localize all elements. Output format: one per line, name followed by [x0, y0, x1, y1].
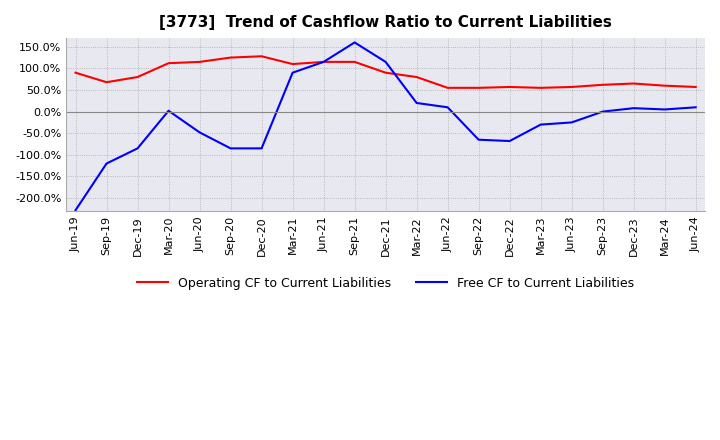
- Operating CF to Current Liabilities: [195, 59, 204, 65]
- Free CF to Current Liabilities: [505, 139, 514, 144]
- Free CF to Current Liabilities: [319, 59, 328, 65]
- Free CF to Current Liabilities: [226, 146, 235, 151]
- Operating CF to Current Liabilities: [288, 62, 297, 67]
- Free CF to Current Liabilities: [567, 120, 576, 125]
- Operating CF to Current Liabilities: [226, 55, 235, 60]
- Free CF to Current Liabilities: [133, 146, 142, 151]
- Operating CF to Current Liabilities: [413, 74, 421, 80]
- Operating CF to Current Liabilities: [164, 61, 173, 66]
- Operating CF to Current Liabilities: [505, 84, 514, 90]
- Free CF to Current Liabilities: [444, 105, 452, 110]
- Operating CF to Current Liabilities: [629, 81, 638, 86]
- Operating CF to Current Liabilities: [691, 84, 700, 90]
- Free CF to Current Liabilities: [257, 146, 266, 151]
- Operating CF to Current Liabilities: [536, 85, 545, 91]
- Free CF to Current Liabilities: [474, 137, 483, 143]
- Free CF to Current Liabilities: [598, 109, 607, 114]
- Line: Free CF to Current Liabilities: Free CF to Current Liabilities: [76, 42, 696, 210]
- Free CF to Current Liabilities: [71, 208, 80, 213]
- Operating CF to Current Liabilities: [474, 85, 483, 91]
- Free CF to Current Liabilities: [413, 100, 421, 106]
- Operating CF to Current Liabilities: [567, 84, 576, 90]
- Operating CF to Current Liabilities: [351, 59, 359, 65]
- Operating CF to Current Liabilities: [660, 83, 669, 88]
- Operating CF to Current Liabilities: [319, 59, 328, 65]
- Operating CF to Current Liabilities: [382, 70, 390, 75]
- Operating CF to Current Liabilities: [257, 54, 266, 59]
- Legend: Operating CF to Current Liabilities, Free CF to Current Liabilities: Operating CF to Current Liabilities, Fre…: [132, 272, 639, 295]
- Free CF to Current Liabilities: [351, 40, 359, 45]
- Operating CF to Current Liabilities: [102, 80, 111, 85]
- Free CF to Current Liabilities: [536, 122, 545, 127]
- Free CF to Current Liabilities: [102, 161, 111, 166]
- Free CF to Current Liabilities: [288, 70, 297, 75]
- Free CF to Current Liabilities: [691, 105, 700, 110]
- Operating CF to Current Liabilities: [133, 74, 142, 80]
- Free CF to Current Liabilities: [195, 130, 204, 135]
- Free CF to Current Liabilities: [660, 107, 669, 112]
- Operating CF to Current Liabilities: [598, 82, 607, 88]
- Title: [3773]  Trend of Cashflow Ratio to Current Liabilities: [3773] Trend of Cashflow Ratio to Curren…: [159, 15, 612, 30]
- Free CF to Current Liabilities: [629, 106, 638, 111]
- Free CF to Current Liabilities: [164, 108, 173, 114]
- Line: Operating CF to Current Liabilities: Operating CF to Current Liabilities: [76, 56, 696, 88]
- Free CF to Current Liabilities: [382, 59, 390, 65]
- Operating CF to Current Liabilities: [71, 70, 80, 75]
- Operating CF to Current Liabilities: [444, 85, 452, 91]
